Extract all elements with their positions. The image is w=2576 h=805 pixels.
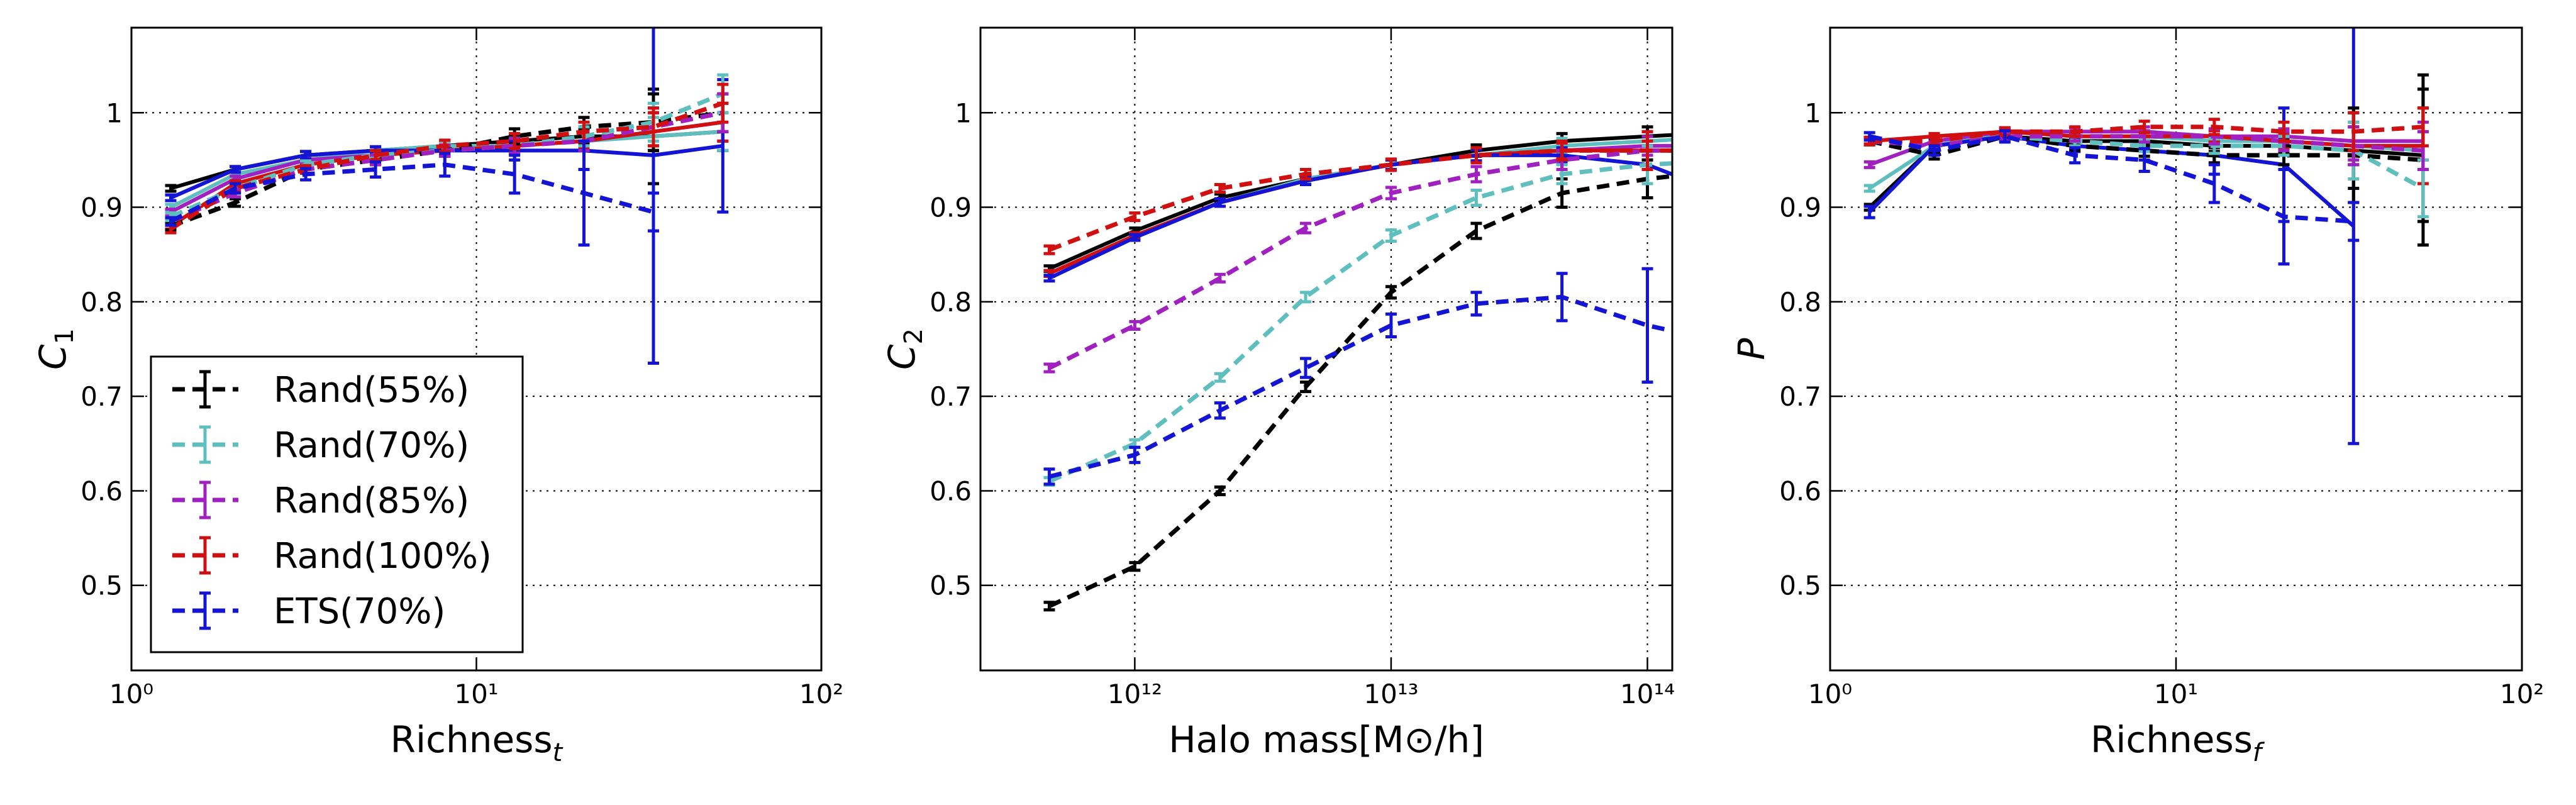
error-bar [1727, 179, 1738, 216]
error-bar [647, 28, 659, 365]
y-axis-label: P [1730, 338, 1773, 360]
y-axis-label: C2 [880, 328, 928, 370]
legend-label: Rand(70%) [274, 425, 469, 466]
y-tick-label: 0.5 [930, 570, 972, 601]
error-bar [1727, 141, 1738, 179]
error-bar [1043, 467, 1055, 486]
error-bar [647, 191, 659, 233]
y-tick-label: 0.7 [930, 381, 972, 412]
series-line [169, 162, 654, 224]
label-text: P [1730, 338, 1773, 360]
y-tick-label: 1 [1804, 97, 1821, 128]
error-bar [1727, 122, 1738, 141]
error-bar [1863, 131, 1875, 142]
error-bar [2348, 201, 2360, 242]
error-bar [1727, 150, 1738, 188]
series-line [1048, 138, 1672, 275]
series-line [1869, 134, 2424, 153]
y-tick-label: 0.8 [930, 287, 972, 318]
error-bar [1727, 127, 1738, 146]
error-bar [2138, 147, 2150, 173]
plot-area [165, 28, 729, 365]
y-tick-label: 0.6 [1779, 475, 1821, 506]
x-axis-label: Halo mass[M⊙/h] [1169, 718, 1484, 761]
label-subscript: f [2253, 738, 2265, 767]
label-subscript: 2 [899, 328, 928, 344]
label-subscript: 1 [50, 328, 79, 344]
y-tick-label: 0.7 [80, 381, 123, 412]
y-tick-label: 0.5 [80, 570, 123, 601]
label-text: C [880, 344, 923, 370]
x-tick-label: 10⁰ [1808, 679, 1852, 709]
label-text: Richness [2090, 718, 2253, 761]
y-tick-label: 0.8 [80, 287, 123, 318]
y-tick-label: 0.9 [80, 192, 123, 223]
error-bar [2138, 119, 2150, 135]
series-line [1868, 134, 2424, 162]
legend-label: Rand(100%) [274, 536, 492, 577]
plot-area [1043, 122, 1738, 612]
x-tick-label: 10² [799, 679, 843, 709]
error-bar [1385, 312, 1397, 338]
y-tick-label: 0.6 [80, 475, 123, 506]
x-tick-label: 10⁰ [109, 679, 153, 709]
error-bar [1999, 129, 2011, 144]
axes-frame [979, 26, 1674, 672]
legend-label: ETS(70%) [274, 591, 445, 632]
x-tick-label: 10¹² [1108, 679, 1162, 709]
error-bar [1300, 357, 1312, 379]
error-bar [1470, 146, 1482, 165]
y-tick-label: 0.9 [930, 192, 972, 223]
error-bar [1727, 141, 1738, 160]
series-line [1048, 161, 1672, 484]
y-tick-label: 0.8 [1779, 287, 1821, 318]
series-line [1868, 134, 2354, 224]
error-bar [2278, 120, 2290, 143]
series-line [1048, 148, 1672, 252]
y-tick-label: 0.7 [1779, 381, 1821, 412]
x-axis-label: Richnesst [391, 718, 564, 767]
x-tick-label: 10¹ [454, 679, 498, 709]
axes-frame [130, 26, 823, 672]
legend-label: Rand(85%) [274, 480, 469, 521]
error-bar [1727, 131, 1738, 169]
y-tick-label: 0.5 [1779, 570, 1821, 601]
error-bar [509, 131, 521, 150]
y-tick-label: 0.6 [930, 475, 972, 506]
error-bar [1470, 189, 1482, 208]
x-tick-label: 10¹ [2154, 679, 2198, 709]
axes-frame [1829, 26, 2523, 672]
series-line [1048, 174, 1672, 608]
error-bar [1727, 131, 1738, 169]
error-bar [370, 160, 382, 179]
error-bar [1727, 136, 1738, 155]
x-tick-label: 10¹⁴ [1620, 679, 1675, 709]
x-axis-label: Richnessf [2090, 718, 2265, 767]
series-line [169, 101, 724, 231]
plot-area [1863, 28, 2429, 445]
series-line [1869, 125, 2424, 143]
series-line [1048, 148, 1672, 370]
error-bar [1641, 267, 1653, 384]
legend-label: Rand(55%) [274, 370, 469, 411]
legend-box [150, 355, 524, 653]
label-text: C [31, 344, 74, 370]
x-tick-label: 10¹³ [1363, 679, 1418, 709]
y-axis-label: C1 [31, 328, 79, 370]
error-bar [647, 106, 659, 148]
x-tick-label: 10² [2500, 679, 2544, 709]
y-tick-label: 0.9 [1779, 192, 1821, 223]
label-subscript: t [553, 738, 564, 767]
label-text: Richness [391, 718, 553, 761]
series-line [1048, 294, 1672, 479]
y-tick-label: 1 [106, 97, 123, 128]
error-bar [370, 148, 382, 162]
y-tick-label: 1 [955, 97, 972, 128]
